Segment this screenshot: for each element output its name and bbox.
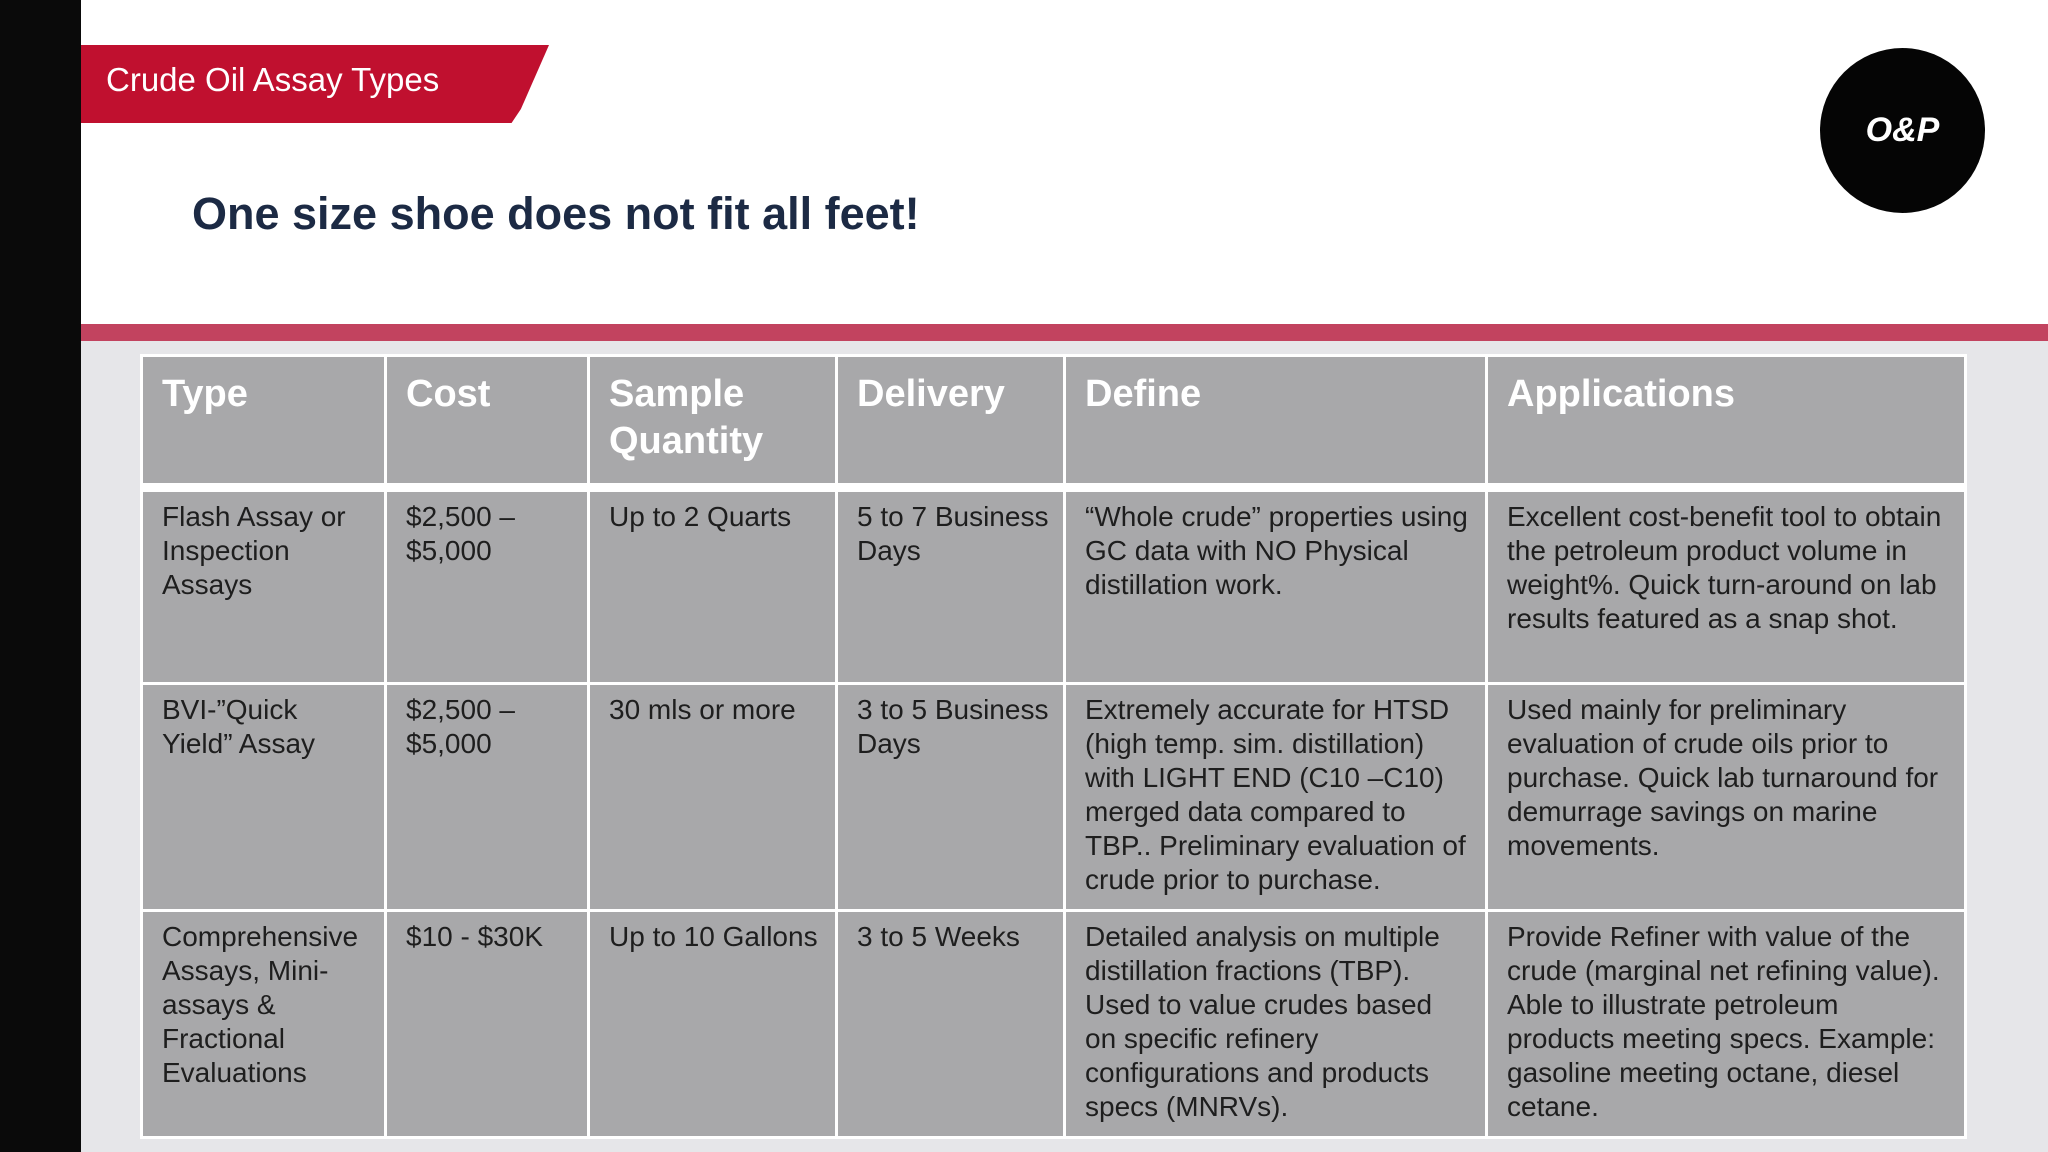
header-type: Type [140, 354, 387, 492]
assay-types-table: Type Cost Sample Quantity Delivery Defin… [140, 354, 1967, 1139]
cell-type: Flash Assay or Inspection Assays [140, 486, 387, 685]
header-applications: Applications [1485, 354, 1967, 492]
slide-headline: One size shoe does not fit all feet! [192, 188, 920, 239]
cell-cost: $10 - $30K [384, 909, 590, 1139]
header-sample-quantity: Sample Quantity [587, 354, 838, 492]
cell-sample-quantity: Up to 10 Gallons [587, 909, 838, 1139]
header-cost: Cost [384, 354, 590, 492]
cell-cost: $2,500 – $5,000 [384, 682, 590, 912]
section-title: Crude Oil Assay Types [106, 61, 440, 98]
section-title-tab [81, 45, 549, 123]
cell-define: Detailed analysis on multiple distillati… [1063, 909, 1488, 1139]
cell-applications: Used mainly for preliminary evaluation o… [1485, 682, 1967, 912]
cell-cost: $2,500 – $5,000 [384, 486, 590, 685]
table-row: Comprehensive Assays, Mini-assays & Frac… [140, 909, 1967, 1139]
cell-delivery: 3 to 5 Weeks [835, 909, 1066, 1139]
logo-text: O&P [1865, 111, 1940, 149]
cell-delivery: 5 to 7 Business Days [835, 486, 1066, 685]
table-row: BVI-”Quick Yield” Assay $2,500 – $5,000 … [140, 682, 1967, 912]
cell-applications: Provide Refiner with value of the crude … [1485, 909, 1967, 1139]
cell-sample-quantity: Up to 2 Quarts [587, 486, 838, 685]
table-header-row: Type Cost Sample Quantity Delivery Defin… [140, 354, 1967, 492]
cell-delivery: 3 to 5 Business Days [835, 682, 1066, 912]
left-black-bar [0, 0, 81, 1152]
cell-sample-quantity: 30 mls or more [587, 682, 838, 912]
company-logo: O&P [1820, 48, 1985, 213]
cell-define: “Whole crude” properties using GC data w… [1063, 486, 1488, 685]
header-divider [81, 324, 2048, 341]
cell-type: Comprehensive Assays, Mini-assays & Frac… [140, 909, 387, 1139]
header-define: Define [1063, 354, 1488, 492]
cell-type: BVI-”Quick Yield” Assay [140, 682, 387, 912]
table-row: Flash Assay or Inspection Assays $2,500 … [140, 486, 1967, 685]
cell-applications: Excellent cost-benefit tool to obtain th… [1485, 486, 1967, 685]
header-delivery: Delivery [835, 354, 1066, 492]
cell-define: Extremely accurate for HTSD (high temp. … [1063, 682, 1488, 912]
